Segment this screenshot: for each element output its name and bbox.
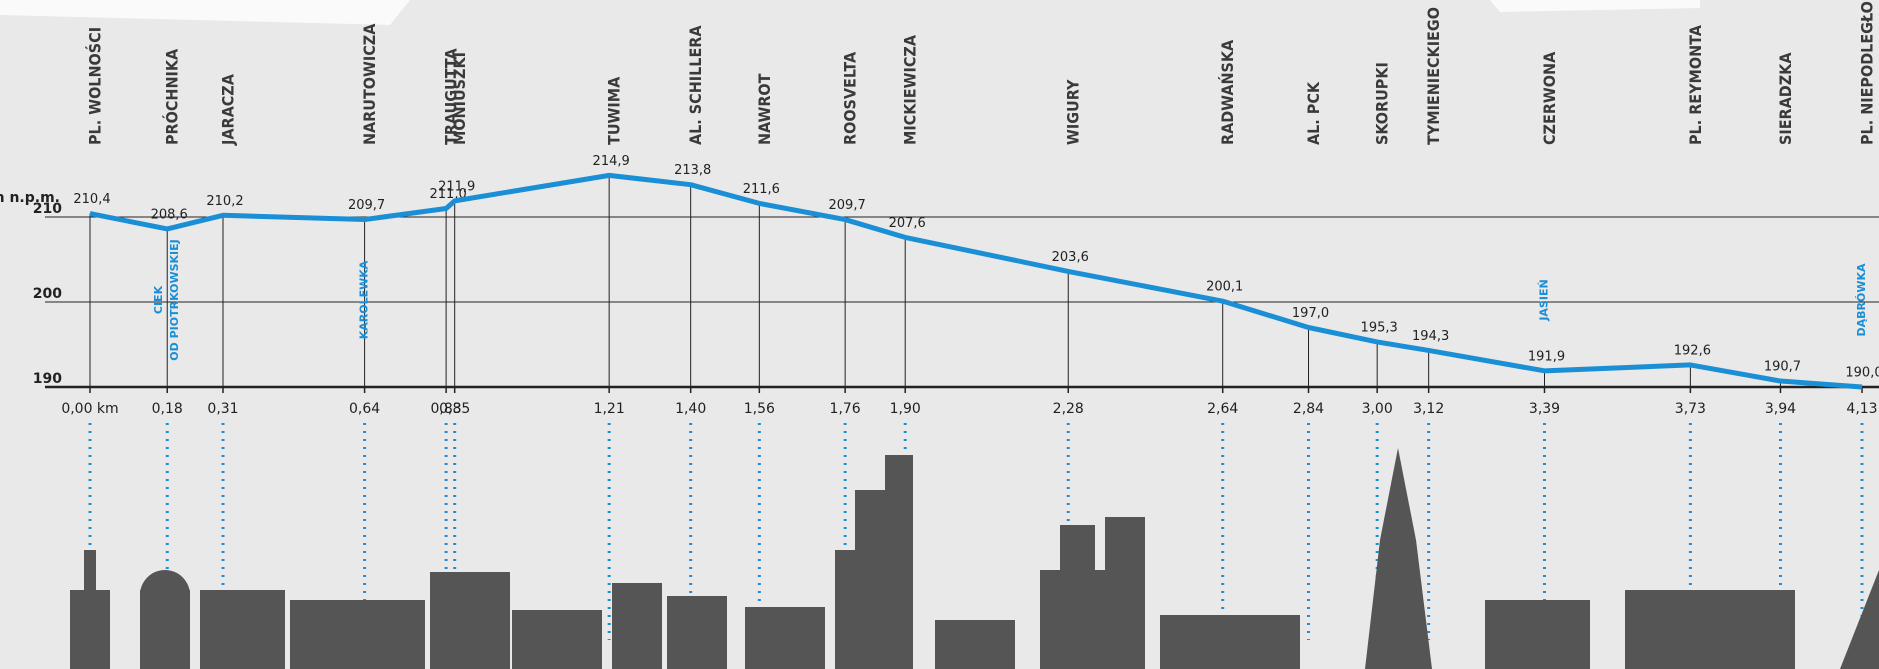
value-label: 213,8 <box>674 163 711 178</box>
value-label: 211,6 <box>743 182 780 197</box>
street-name: TRAUGUTTA <box>442 47 461 145</box>
x-tick-label: 3,94 <box>1765 401 1796 417</box>
x-tick-label: 0,83 <box>431 401 462 417</box>
value-label: 210,4 <box>73 192 110 207</box>
street-name: AL. PCK <box>1304 81 1323 145</box>
x-tick-label: 1,56 <box>744 401 775 417</box>
building <box>1105 517 1145 669</box>
x-tick-label: 3,39 <box>1529 401 1560 417</box>
x-tick-label: 1,21 <box>594 401 625 417</box>
building <box>745 607 825 669</box>
skyline <box>70 448 1879 669</box>
street-name: MONIUSZKI <box>450 52 469 145</box>
x-tick-label: 1,40 <box>675 401 706 417</box>
y-tick-label: 190 <box>33 371 62 387</box>
street-name: JARACZA <box>219 73 238 146</box>
building <box>667 596 727 669</box>
value-label: 191,9 <box>1528 349 1565 364</box>
y-axis-label: m n.p.m. <box>0 190 60 206</box>
street-name: NAWROT <box>755 73 774 145</box>
x-tick-label: 0,18 <box>152 401 183 417</box>
value-label: 207,6 <box>889 216 926 231</box>
street-name: PRÓCHNIKA <box>163 48 182 145</box>
street-name: PL. NIEPODLEGŁOŚCI <box>1858 0 1877 145</box>
x-tick-label: 0,31 <box>207 401 238 417</box>
building <box>1160 615 1300 669</box>
x-tick-label: 1,90 <box>890 401 921 417</box>
building <box>1485 600 1590 669</box>
x-tick-label: 0,64 <box>349 401 380 417</box>
value-label: 214,9 <box>593 154 630 169</box>
street-name: ROOSVELTA <box>841 51 860 145</box>
street-name: PL. WOLNOŚCI <box>86 27 105 145</box>
value-label: 203,6 <box>1052 250 1089 265</box>
street-name: CZERWONA <box>1540 51 1559 145</box>
building <box>430 572 510 669</box>
x-tick-label: 2,28 <box>1053 401 1084 417</box>
stream-label: OD PIOTRKOWSKIEJ <box>168 239 181 360</box>
x-tick-label: 2,64 <box>1207 401 1238 417</box>
building <box>290 600 425 669</box>
paper-corner <box>0 0 410 25</box>
paper-corner <box>1490 0 1700 12</box>
building <box>885 455 913 669</box>
value-label: 190,0 <box>1845 366 1879 381</box>
building <box>1840 570 1879 669</box>
y-tick-label: 210 <box>33 201 62 217</box>
elevation-line <box>89 172 1863 390</box>
building <box>1365 448 1432 669</box>
street-name: RADWAŃSKA <box>1218 39 1237 145</box>
x-tick-label: 1,76 <box>830 401 861 417</box>
building <box>200 590 285 669</box>
street-name: TUWIMA <box>605 76 624 145</box>
street-name: WIGURY <box>1064 79 1083 145</box>
value-label: 209,7 <box>348 198 385 213</box>
value-label: 208,6 <box>151 207 188 222</box>
value-label: 197,0 <box>1292 306 1329 321</box>
value-label: 192,6 <box>1674 343 1711 358</box>
stream-label: KAROLEWKA <box>358 260 371 339</box>
building <box>84 550 96 590</box>
x-tick-label: 3,00 <box>1362 401 1393 417</box>
stream-label: JASIEŃ <box>1537 279 1550 321</box>
building <box>1625 590 1795 669</box>
street-name: MICKIEWICZA <box>901 34 920 145</box>
street-name: SKORUPKI <box>1373 62 1392 145</box>
x-tick-label: 4,13 <box>1846 401 1877 417</box>
x-tick-label: 2,84 <box>1293 401 1324 417</box>
value-label: 195,3 <box>1361 320 1398 335</box>
building <box>512 610 602 669</box>
street-name: TYMIENIECKIEGO <box>1424 7 1443 145</box>
street-name: NARUTOWICZA <box>360 23 379 145</box>
value-label: 200,1 <box>1206 280 1243 295</box>
stream-label: CIEK <box>152 285 165 314</box>
stream-label: DĄBRÓWKA <box>1855 263 1868 337</box>
value-label: 194,3 <box>1412 329 1449 344</box>
street-name: PL. REYMONTA <box>1686 24 1705 145</box>
x-tick-label: 3,12 <box>1413 401 1444 417</box>
building <box>70 590 110 669</box>
building <box>1060 525 1095 669</box>
building <box>935 620 1015 669</box>
x-tick-label: 0,85 <box>439 401 470 417</box>
building <box>140 570 190 620</box>
value-label: 210,2 <box>206 194 243 209</box>
building <box>855 490 885 669</box>
street-name: AL. SCHILLERA <box>686 25 705 145</box>
x-tick-label: 0,00 km <box>61 401 118 417</box>
y-tick-label: 200 <box>33 286 62 302</box>
value-label: 190,7 <box>1764 360 1801 375</box>
building <box>612 583 662 669</box>
value-label: 209,7 <box>829 198 866 213</box>
x-tick-label: 3,73 <box>1675 401 1706 417</box>
value-label: 211,9 <box>438 179 475 194</box>
street-name: SIERADZKA <box>1776 52 1795 145</box>
